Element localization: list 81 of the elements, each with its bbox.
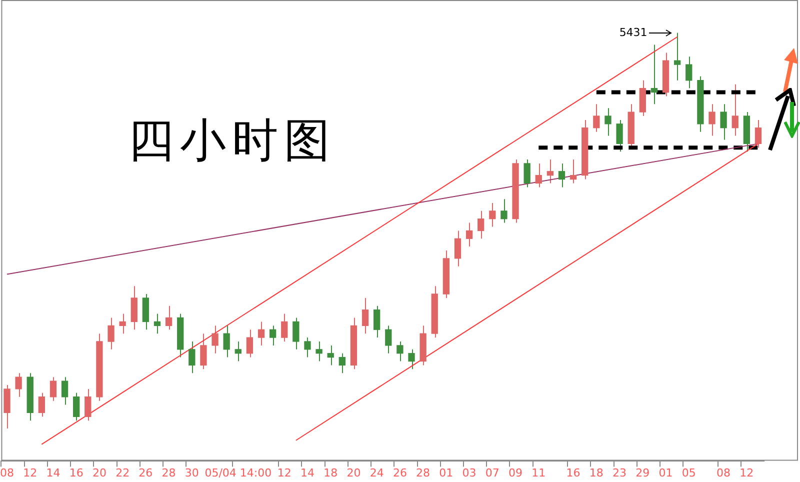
candlestick	[754, 119, 762, 148]
candlestick	[61, 376, 68, 406]
x-tick-label: 12	[23, 466, 38, 480]
x-tick-label: 07	[485, 466, 500, 480]
candlestick	[454, 230, 462, 267]
candlestick	[616, 119, 623, 152]
x-tick-label: 05/04 14:00	[204, 466, 272, 480]
x-tick-label: 11	[532, 466, 546, 480]
candlestick	[686, 56, 692, 89]
candlestick	[524, 159, 530, 188]
candlestick	[478, 210, 484, 240]
x-tick-label: 08	[0, 466, 14, 480]
candlestick	[570, 159, 577, 184]
candlestick	[338, 352, 346, 374]
candlestick	[292, 317, 300, 350]
candlestick	[304, 337, 311, 358]
candlestick	[84, 388, 92, 422]
candlestick	[154, 313, 161, 334]
x-tick-label: 20	[346, 466, 361, 480]
x-tick-label: 28	[162, 466, 176, 480]
candlestick	[500, 198, 508, 224]
candlestick	[108, 317, 114, 350]
x-tick-label: 14	[46, 466, 60, 480]
x-tick-label: 09	[508, 466, 523, 480]
candlestick	[212, 325, 218, 354]
candlestick	[223, 325, 230, 358]
candlestick	[246, 329, 254, 358]
candlestick	[408, 348, 415, 370]
x-tick-label: 16	[566, 466, 580, 480]
candlestick	[396, 340, 404, 362]
x-tick-label: 26	[138, 466, 153, 480]
x-tick-label: 14	[300, 466, 314, 480]
candlestick	[362, 297, 369, 334]
candlestick	[281, 313, 288, 342]
candlestick	[269, 325, 276, 346]
candlestick	[119, 313, 126, 334]
x-tick-label: 22	[116, 466, 130, 480]
candlestick	[50, 376, 57, 402]
x-tick-label: 26	[392, 466, 407, 480]
candlestick	[327, 344, 334, 366]
candlestick	[708, 104, 716, 136]
x-tick-label: 08	[716, 466, 731, 480]
candlestick	[732, 84, 738, 136]
candlestick	[558, 162, 566, 188]
candlestick	[720, 104, 727, 140]
candlestick	[489, 202, 496, 228]
x-tick-label: 01	[658, 466, 673, 480]
x-tick-label: 12	[740, 466, 754, 480]
candlestick	[535, 162, 542, 188]
candlestick	[674, 32, 681, 81]
candlestick	[650, 44, 658, 105]
candlestick	[316, 340, 322, 362]
x-tick-label: 01	[439, 466, 454, 480]
annotation: 5431	[619, 26, 648, 40]
x-tick-label: 03	[462, 466, 476, 480]
candlestick	[258, 321, 265, 346]
x-tick-label: 16	[69, 466, 84, 480]
candlestick	[385, 325, 392, 354]
candlestick	[15, 372, 22, 398]
x-tick-label: 18	[589, 466, 604, 480]
candlestick	[604, 108, 612, 136]
x-tick-label: 24	[370, 466, 384, 480]
candlestick	[73, 392, 80, 422]
x-tick-label: 18	[324, 466, 338, 480]
candlestick	[374, 305, 380, 338]
candlestick	[466, 222, 473, 248]
x-tick-label: 28	[416, 466, 430, 480]
x-tick-label: 30	[184, 466, 199, 480]
candlestick	[165, 305, 172, 330]
candlestick	[593, 104, 600, 132]
x-tick-label: 05	[682, 466, 696, 480]
x-tick-label: 20	[92, 466, 106, 480]
candlestick	[546, 159, 554, 184]
candlestick	[200, 333, 207, 370]
x-tick-label: 29	[636, 466, 650, 480]
text: 四小时图	[128, 114, 336, 168]
candlestick	[38, 392, 45, 418]
x-tick-label: 23	[612, 466, 627, 480]
candlestick	[188, 340, 196, 374]
x-tick-label: 12	[277, 466, 292, 480]
candlestick	[234, 340, 242, 362]
